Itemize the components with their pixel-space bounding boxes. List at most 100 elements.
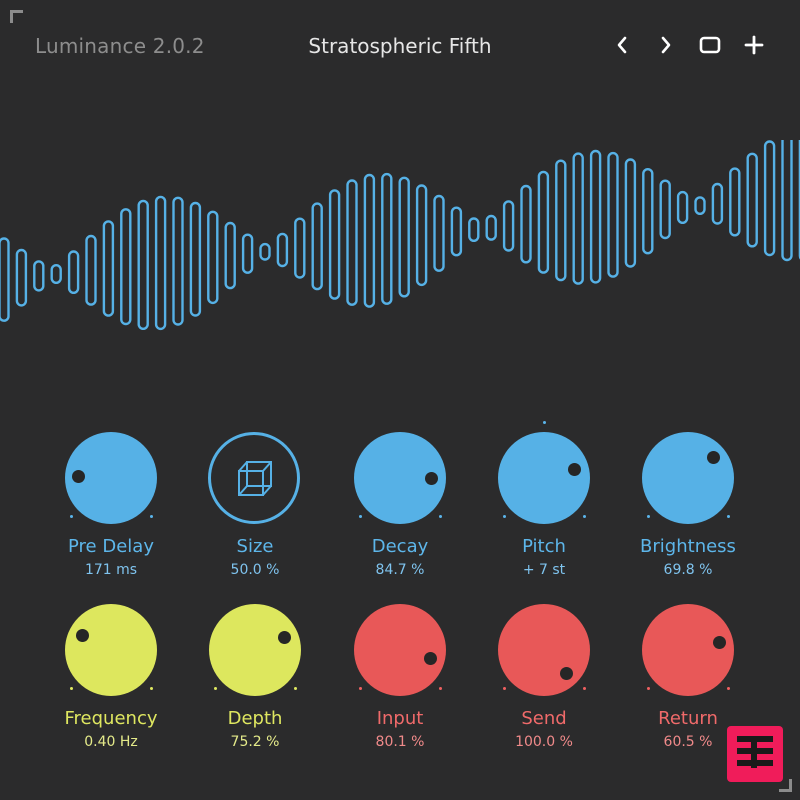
frequency-knob[interactable] (65, 604, 157, 696)
resize-handle[interactable] (779, 779, 792, 792)
waveform-bar (102, 220, 115, 317)
size-value: 50.0 % (230, 562, 280, 578)
return-value: 60.5 % (663, 734, 713, 750)
knob-max-tick (583, 515, 586, 518)
size-button[interactable] (208, 432, 300, 524)
size-label: Size (236, 536, 274, 557)
pre-delay-value: 171 ms (84, 562, 138, 578)
knob-max-tick (150, 515, 153, 518)
plus-icon (744, 35, 764, 55)
waveform-bar (398, 176, 410, 298)
waveform-bar (67, 250, 80, 294)
waveform-bar (589, 149, 602, 284)
waveform-bar (607, 151, 619, 278)
knob-max-tick (727, 687, 730, 690)
send-label: Send (521, 708, 567, 729)
pre-delay-knob[interactable] (65, 432, 157, 524)
brightness-value: 69.8 % (663, 562, 713, 578)
window-toggle-button[interactable] (695, 30, 725, 60)
window-icon (699, 36, 721, 54)
knob-indicator (76, 629, 89, 642)
pre-delay-label: Pre Delay (68, 536, 154, 557)
waveform-bar (311, 202, 323, 291)
pitch-knob[interactable] (498, 432, 590, 524)
waveform-bar (659, 179, 671, 240)
waveform-bar (85, 234, 97, 306)
knob-indicator (72, 470, 85, 483)
waveform-bar (572, 152, 584, 285)
waveform-bar (154, 195, 167, 331)
knob-min-tick (70, 515, 73, 518)
knob-indicator (425, 472, 438, 485)
waveform-bar (276, 232, 289, 268)
waveform-bar (381, 172, 393, 305)
knob-indicator (713, 636, 726, 649)
knob-max-tick (583, 687, 586, 690)
waveform-bar (415, 184, 428, 287)
waveform-bar (555, 159, 567, 282)
waveform-bar (33, 260, 45, 292)
frequency-label: Frequency (64, 708, 158, 729)
knob-min-tick (647, 687, 650, 690)
waveform-bar (50, 263, 62, 284)
brightness-knob[interactable] (642, 432, 734, 524)
app-title: Luminance 2.0.2 (35, 34, 205, 58)
waveform-bar (433, 194, 445, 272)
cube-icon (238, 461, 272, 496)
next-preset-button[interactable] (651, 30, 681, 60)
decay-knob[interactable] (354, 432, 446, 524)
add-preset-button[interactable] (739, 30, 769, 60)
waveform-bar (694, 196, 706, 216)
input-knob[interactable] (354, 604, 446, 696)
waveform-bar (537, 170, 550, 274)
depth-value: 75.2 % (230, 734, 280, 750)
chevron-left-icon (617, 36, 627, 54)
pitch-center-tick (543, 421, 546, 424)
waveform-bar (328, 189, 341, 300)
waveform-bar (676, 190, 689, 224)
waveform-visualizer (0, 140, 800, 331)
knob-min-tick (359, 687, 362, 690)
knob-max-tick (439, 515, 442, 518)
waveform-bar (189, 201, 202, 317)
depth-knob[interactable] (209, 604, 301, 696)
return-label: Return (658, 708, 718, 729)
knob-indicator (278, 631, 291, 644)
waveform-bar (781, 140, 793, 262)
pitch-value: + 7 st (522, 562, 566, 578)
waveform-bar (172, 196, 184, 326)
knob-min-tick (70, 687, 73, 690)
previous-preset-button[interactable] (607, 30, 637, 60)
knob-max-tick (150, 687, 153, 690)
waveform-bar (224, 221, 236, 290)
waveform-bar (502, 200, 515, 252)
corner-marker-top-left (10, 10, 23, 23)
preset-name[interactable]: Stratospheric Fifth (308, 34, 492, 58)
send-knob[interactable] (498, 604, 590, 696)
waveform-bar (137, 199, 149, 331)
input-label: Input (376, 708, 424, 729)
brand-logo-icon (727, 726, 783, 782)
waveform-bar (207, 210, 219, 305)
decay-label: Decay (371, 536, 429, 557)
input-value: 80.1 % (375, 734, 425, 750)
waveform-bar (624, 158, 637, 268)
brightness-label: Brightness (640, 536, 736, 557)
waveform-bar (294, 217, 306, 279)
waveform-bar (363, 173, 376, 308)
knob-indicator (707, 451, 720, 464)
send-value: 100.0 % (515, 734, 573, 750)
waveform-bar (711, 182, 724, 225)
return-knob[interactable] (642, 604, 734, 696)
knob-max-tick (294, 687, 297, 690)
knob-min-tick (503, 515, 506, 518)
chevron-right-icon (661, 36, 671, 54)
waveform-bar (729, 167, 741, 237)
knob-min-tick (647, 515, 650, 518)
waveform-bar (450, 206, 463, 257)
knob-min-tick (214, 687, 217, 690)
waveform-bar (746, 152, 758, 248)
decay-value: 84.7 % (375, 562, 425, 578)
brand-logo-mark (737, 736, 773, 768)
waveform-bar (468, 217, 480, 242)
